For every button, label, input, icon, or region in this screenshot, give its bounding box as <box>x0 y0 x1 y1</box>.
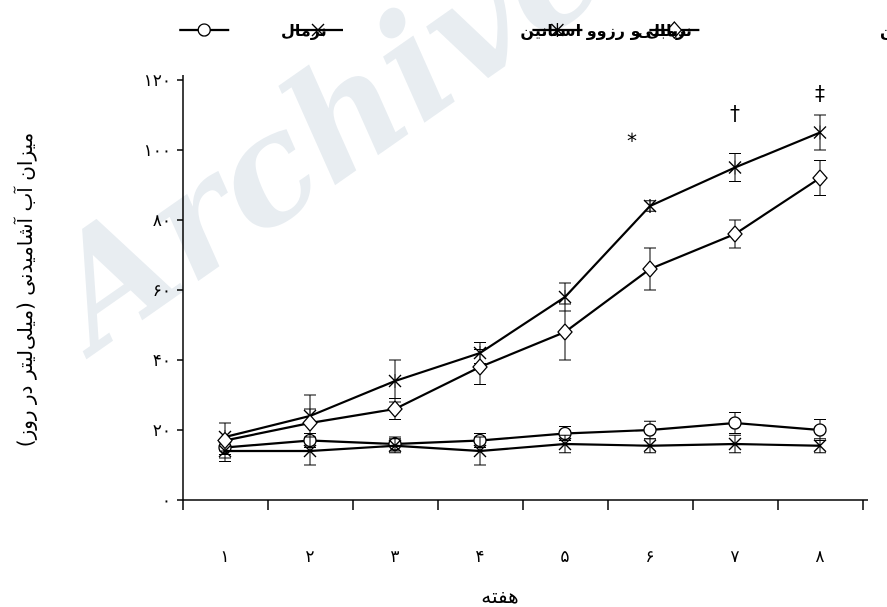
data-point <box>217 431 233 450</box>
axes: ۰ ۲۰ ۴۰ ۶۰ ۸۰ ۱۰۰ ۱۲۰ ۱ ۲ ۳ ۴ ۵ ۶ ۷ ۸ <box>144 71 868 567</box>
x-tick-label: ۷ <box>730 547 739 567</box>
x-tick-label: ۵ <box>560 547 569 567</box>
data-point <box>387 400 403 418</box>
y-tick-label: ۴۰ <box>153 351 171 371</box>
y-tick-label: ۶۰ <box>153 281 171 301</box>
data-point <box>812 169 828 187</box>
y-tick-label: ۱۲۰ <box>144 71 171 91</box>
significance-mark: ‡ <box>815 81 825 105</box>
x-tick-label: ۸ <box>815 547 824 567</box>
legend-item: نرمال و رزوو اسنانین <box>293 21 692 40</box>
x-tick-label: ۶ <box>645 547 654 567</box>
data-point <box>558 437 572 451</box>
x-tick-label: ۱ <box>220 547 229 567</box>
data-point <box>302 414 318 432</box>
legend-marker <box>550 23 564 37</box>
legend-label: نرمال و رزوو اسنانین <box>520 21 691 40</box>
data-point <box>813 423 827 437</box>
legend-item: دیابتی <box>532 21 686 40</box>
data-point <box>473 444 487 458</box>
legend-label: دیابتی و رزوو اسنانین <box>880 21 887 40</box>
series-line <box>224 421 821 449</box>
data-point <box>813 125 827 140</box>
data-point <box>388 439 402 453</box>
annotations: * † ‡ <box>627 81 825 153</box>
series-group <box>217 114 828 466</box>
series-line <box>224 177 821 442</box>
y-tick-label: ۰ <box>162 491 171 511</box>
series-line <box>224 131 821 439</box>
data-point <box>388 374 402 388</box>
x-axis-title: هفته <box>481 584 518 607</box>
significance-mark: † <box>730 101 740 125</box>
data-point <box>643 199 657 213</box>
y-tick-label: ۸۰ <box>153 211 171 231</box>
legend-item: نرمال <box>179 21 327 40</box>
legend-label: دیابتی <box>637 21 686 40</box>
x-tick-label: ۳ <box>390 547 399 567</box>
significance-mark: * <box>627 129 637 153</box>
legend-item: دیابتی و رزوو اسنانین <box>649 21 887 40</box>
data-point <box>642 260 658 278</box>
data-point <box>728 160 742 175</box>
x-tick-label: ۲ <box>305 547 314 567</box>
y-tick-label: ۱۰۰ <box>144 141 171 161</box>
x-tick-label: ۴ <box>475 547 484 567</box>
legend-label: نرمال <box>281 21 327 40</box>
legend-marker <box>311 23 325 37</box>
y-tick-label: ۲۰ <box>153 421 171 441</box>
data-point <box>643 423 657 437</box>
y-axis-title: میزان آب آشامیدنی (میلی‌لیتر در روز) <box>12 133 37 447</box>
legend-marker <box>666 21 683 39</box>
data-point <box>728 437 742 451</box>
watermark: Archive <box>6 0 637 389</box>
data-point <box>728 416 742 430</box>
data-point <box>813 439 827 453</box>
data-point <box>472 358 488 376</box>
series-x <box>218 434 827 466</box>
legend-marker <box>197 23 211 37</box>
data-point <box>557 323 573 341</box>
data-point <box>558 290 572 304</box>
data-point <box>727 225 743 243</box>
series-line <box>225 442 821 453</box>
series-diamond <box>217 160 828 459</box>
data-point <box>303 444 317 458</box>
data-point <box>643 439 657 453</box>
